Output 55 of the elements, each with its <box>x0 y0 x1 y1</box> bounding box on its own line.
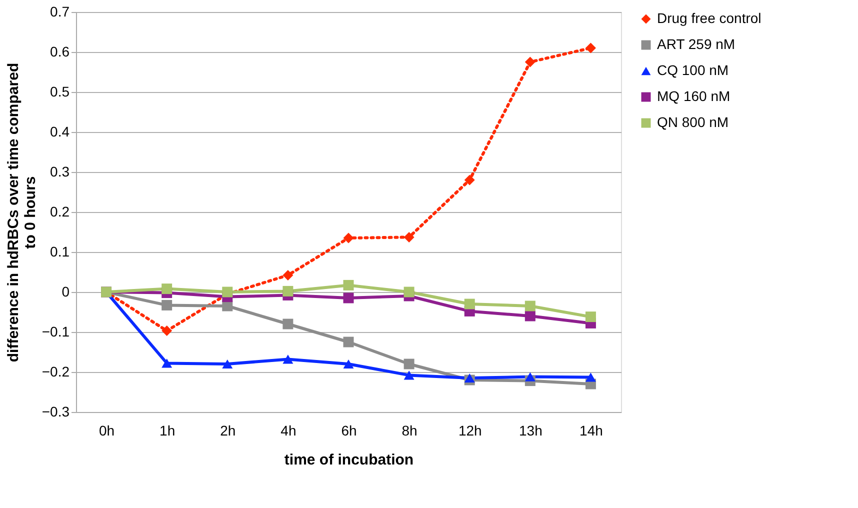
point <box>464 298 475 310</box>
legend-label: Drug free control <box>657 10 762 26</box>
legend-label: ART 259 nM <box>657 36 736 52</box>
y-tick-label: 0.6 <box>50 44 70 60</box>
y-tick-label: 0.7 <box>50 4 70 20</box>
point <box>524 300 536 312</box>
point <box>343 359 354 369</box>
point <box>343 292 354 304</box>
x-tick-label: 1h <box>160 422 176 438</box>
y-tick-label: 0.5 <box>50 84 70 100</box>
point <box>404 286 414 298</box>
y-tick-label: 0.1 <box>50 244 70 260</box>
point <box>162 326 172 336</box>
point <box>404 370 414 380</box>
legend-label: MQ 160 nM <box>657 88 730 104</box>
point <box>524 56 536 68</box>
x-tick-label: 13h <box>518 422 542 438</box>
x-tick-label: 0h <box>98 422 115 438</box>
y-tick-label: −0.2 <box>42 364 70 380</box>
point <box>162 358 172 368</box>
point <box>162 284 172 294</box>
point <box>222 359 233 369</box>
point <box>343 232 354 244</box>
y-tick-label: 0.2 <box>50 204 70 220</box>
x-tick-label: 12h <box>458 422 482 438</box>
x-tick-label: 4h <box>280 422 296 438</box>
y-tick-label: 0.3 <box>50 164 70 180</box>
x-tick-label: 14h <box>580 422 603 438</box>
y-tick-label: −0.3 <box>42 404 70 420</box>
x-axis-title: time of incubation <box>284 452 414 468</box>
point <box>404 232 414 242</box>
point <box>524 372 536 382</box>
legend-label: CQ 100 nM <box>657 62 729 78</box>
point <box>404 358 414 370</box>
point <box>282 354 294 364</box>
point <box>585 42 596 54</box>
point <box>282 286 294 296</box>
legend-label: QN 800 nM <box>657 114 729 130</box>
point <box>343 336 354 348</box>
x-tick-label: 8h <box>402 422 418 438</box>
x-tick-label: 2h <box>220 422 236 438</box>
point <box>282 318 294 330</box>
point <box>464 174 475 186</box>
y-axis-title: difference in hdRBCs over time compared to 0 hours <box>4 62 39 362</box>
y-tick-label: −0.1 <box>42 324 70 340</box>
point <box>524 310 536 322</box>
y-tick-label: 0.4 <box>50 124 70 140</box>
point <box>162 300 172 310</box>
point <box>282 270 294 280</box>
y-tick-label: 0 <box>62 284 70 300</box>
point <box>585 312 596 322</box>
point <box>464 373 475 383</box>
point <box>585 372 596 382</box>
point <box>343 280 354 290</box>
x-tick-label: 6h <box>341 422 357 438</box>
